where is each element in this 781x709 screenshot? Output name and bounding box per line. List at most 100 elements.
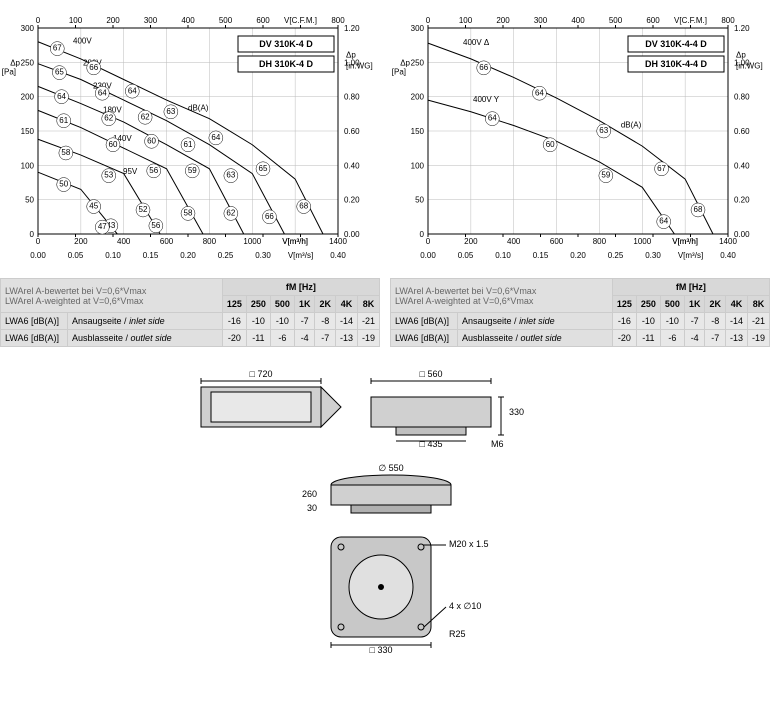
svg-text:□ 720: □ 720 [249, 369, 272, 379]
svg-text:V[m³/h]: V[m³/h] [672, 237, 698, 246]
svg-text:V[C.F.M.]: V[C.F.M.] [674, 16, 707, 25]
svg-text:200: 200 [411, 93, 425, 102]
svg-text:0.20: 0.20 [180, 251, 196, 260]
svg-text:150: 150 [21, 127, 35, 136]
svg-text:330: 330 [509, 407, 524, 417]
svg-text:V[C.F.M.]: V[C.F.M.] [284, 16, 317, 25]
svg-text:56: 56 [149, 166, 158, 175]
svg-text:□ 560: □ 560 [419, 369, 442, 379]
svg-text:58: 58 [184, 209, 193, 218]
svg-text:dB(A): dB(A) [621, 121, 642, 130]
svg-text:64: 64 [659, 217, 668, 226]
svg-text:0: 0 [420, 230, 425, 239]
svg-text:47: 47 [98, 222, 107, 231]
svg-text:400V Δ: 400V Δ [463, 38, 490, 47]
svg-text:53: 53 [104, 171, 113, 180]
svg-text:0.80: 0.80 [734, 93, 750, 102]
chart-right: V[m³/h]02004006008001000V[m³/h]14000.000… [390, 0, 770, 270]
svg-text:0: 0 [30, 230, 35, 239]
svg-text:60: 60 [147, 136, 156, 145]
svg-text:67: 67 [657, 164, 666, 173]
svg-text:DV 310K-4 D: DV 310K-4 D [259, 39, 313, 49]
svg-text:0.00: 0.00 [734, 230, 750, 239]
svg-text:200: 200 [464, 237, 478, 246]
svg-text:0.60: 0.60 [344, 127, 360, 136]
svg-text:Δp: Δp [346, 50, 356, 59]
svg-text:0.15: 0.15 [533, 251, 549, 260]
svg-text:100: 100 [459, 16, 473, 25]
svg-text:59: 59 [601, 171, 610, 180]
svg-text:1000: 1000 [243, 237, 261, 246]
svg-text:50: 50 [415, 196, 424, 205]
svg-text:V[m³/s]: V[m³/s] [678, 251, 703, 260]
svg-text:500: 500 [219, 16, 233, 25]
svg-text:0.15: 0.15 [143, 251, 159, 260]
svg-text:0.20: 0.20 [344, 196, 360, 205]
svg-text:0: 0 [36, 237, 41, 246]
performance-chart: V[m³/h]02004006008001000V[m³/h]14000.000… [0, 0, 380, 270]
svg-text:61: 61 [184, 140, 193, 149]
svg-text:64: 64 [535, 88, 544, 97]
svg-text:45: 45 [89, 202, 98, 211]
svg-text:400V Y: 400V Y [473, 95, 500, 104]
svg-text:600: 600 [550, 237, 564, 246]
svg-text:260: 260 [301, 489, 316, 499]
svg-text:300: 300 [534, 16, 548, 25]
svg-text:52: 52 [139, 205, 148, 214]
svg-text:50: 50 [59, 180, 68, 189]
svg-text:300: 300 [411, 24, 425, 33]
svg-text:63: 63 [166, 107, 175, 116]
svg-text:0.40: 0.40 [720, 251, 736, 260]
svg-text:65: 65 [259, 164, 268, 173]
svg-text:66: 66 [265, 212, 274, 221]
svg-text:800: 800 [593, 237, 607, 246]
svg-text:1.20: 1.20 [344, 24, 360, 33]
svg-text:0: 0 [426, 16, 431, 25]
svg-text:62: 62 [104, 114, 113, 123]
svg-text:□ 330: □ 330 [369, 645, 392, 655]
svg-text:R25: R25 [449, 629, 466, 639]
svg-text:0.40: 0.40 [344, 161, 360, 170]
svg-text:V[m³/s]: V[m³/s] [288, 251, 313, 260]
svg-text:M20 x 1.5: M20 x 1.5 [449, 539, 489, 549]
svg-text:0.00: 0.00 [30, 251, 46, 260]
svg-text:58: 58 [61, 148, 70, 157]
svg-text:250: 250 [21, 58, 35, 67]
svg-text:62: 62 [141, 112, 150, 121]
svg-text:64: 64 [488, 114, 497, 123]
svg-text:1000: 1000 [633, 237, 651, 246]
svg-text:0: 0 [426, 237, 431, 246]
svg-text:V[m³/h]: V[m³/h] [282, 237, 308, 246]
svg-text:dB(A): dB(A) [188, 103, 209, 112]
performance-chart: V[m³/h]02004006008001000V[m³/h]14000.000… [390, 0, 770, 270]
svg-text:0.20: 0.20 [570, 251, 586, 260]
svg-text:30: 30 [306, 503, 316, 513]
svg-text:0.10: 0.10 [495, 251, 511, 260]
svg-text:100: 100 [411, 161, 425, 170]
svg-text:0.00: 0.00 [420, 251, 436, 260]
svg-text:200: 200 [106, 16, 120, 25]
svg-text:50: 50 [25, 196, 34, 205]
svg-text:200: 200 [496, 16, 510, 25]
svg-text:600: 600 [646, 16, 660, 25]
svg-text:65: 65 [55, 68, 64, 77]
technical-drawing: □ 720 □ 560 330 □ 435 M6 ∅ 550 260 30 [181, 357, 601, 657]
svg-text:0.00: 0.00 [344, 230, 360, 239]
svg-text:Δp: Δp [10, 58, 20, 67]
svg-text:60: 60 [546, 140, 555, 149]
svg-text:600: 600 [160, 237, 174, 246]
svg-text:100: 100 [21, 161, 35, 170]
svg-text:250: 250 [411, 58, 425, 67]
svg-text:61: 61 [59, 116, 68, 125]
svg-text:1.20: 1.20 [734, 24, 750, 33]
svg-text:62: 62 [226, 209, 235, 218]
svg-text:[Pa]: [Pa] [392, 67, 406, 76]
chart-left: V[m³/h]02004006008001000V[m³/h]14000.000… [0, 0, 380, 270]
svg-text:0.25: 0.25 [218, 251, 234, 260]
svg-text:500: 500 [609, 16, 623, 25]
svg-text:0.30: 0.30 [255, 251, 271, 260]
svg-text:100: 100 [69, 16, 83, 25]
svg-text:0.60: 0.60 [734, 127, 750, 136]
svg-text:800: 800 [203, 237, 217, 246]
svg-text:68: 68 [299, 202, 308, 211]
